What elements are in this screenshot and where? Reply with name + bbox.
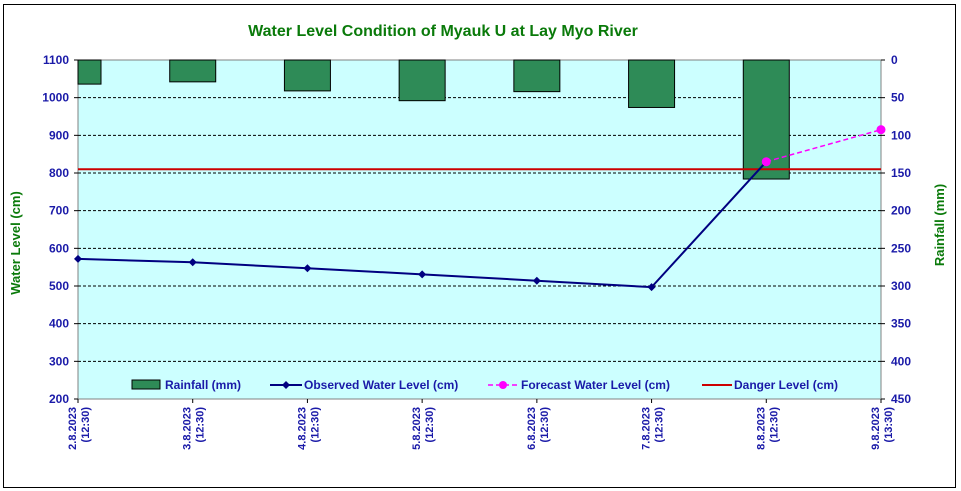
y-tick-label: 200: [49, 392, 69, 406]
rainfall-bar: [628, 59, 676, 108]
legend-label-rainfall: Rainfall (mm): [165, 378, 241, 392]
legend-marker-observed: [282, 381, 290, 389]
y-tick-label: 1100: [43, 53, 69, 67]
y2-tick-label: 150: [891, 166, 911, 180]
observed-point: [418, 270, 427, 279]
x-tick-label-date: 7.8.2023: [641, 407, 653, 450]
legend: Rainfall (mm) Observed Water Level (cm) Fo…: [131, 378, 838, 392]
y-tick-label: 600: [49, 241, 69, 255]
y-tick-label: 400: [49, 317, 69, 331]
y-axis-label: Water Level (cm): [8, 191, 23, 295]
forecast-point: [876, 125, 886, 135]
x-tick-label-date: 3.8.2023: [182, 407, 194, 450]
legend-marker-forecast: [499, 381, 507, 389]
y2-tick-label: 450: [891, 392, 911, 406]
x-tick-label-time: (13:30): [883, 407, 895, 443]
left-axis-ticks: 200 300 400 500 600 700 800 900 1000 1100: [42, 53, 78, 406]
rainfall-bar: [283, 59, 331, 92]
x-tick-label-date: 6.8.2023: [526, 407, 538, 450]
y2-tick-label: 50: [891, 91, 905, 105]
rainfall-bar: [77, 59, 102, 85]
x-tick-label-date: 8.8.2023: [755, 407, 767, 450]
forecast-point: [761, 157, 771, 167]
y-tick-label: 800: [49, 166, 69, 180]
y2-tick-label: 250: [891, 241, 911, 255]
observed-point: [188, 258, 197, 267]
legend-label-danger: Danger Level (cm): [734, 378, 838, 392]
observed-point: [303, 264, 312, 273]
legend-key-rainfall: [131, 379, 161, 390]
y2-tick-label: 200: [891, 204, 911, 218]
y-tick-label: 1000: [42, 91, 69, 105]
legend-label-observed: Observed Water Level (cm): [304, 378, 458, 392]
y2-tick-label: 350: [891, 317, 911, 331]
y-tick-label: 500: [49, 279, 69, 293]
x-tick-label-date: 2.8.2023: [67, 407, 79, 450]
x-tick-label-time: (12:30): [424, 407, 436, 443]
x-tick-label-time: (12:30): [195, 407, 207, 443]
rainfall-bar: [169, 59, 217, 83]
x-tick-label-time: (12:30): [768, 407, 780, 443]
chart-title: Water Level Condition of Myauk U at Lay …: [248, 23, 638, 40]
y-tick-label: 300: [49, 354, 69, 368]
x-tick-label-date: 9.8.2023: [870, 407, 882, 450]
water-level-lines: [74, 125, 886, 292]
y2-tick-label: 400: [891, 354, 911, 368]
x-axis-ticks: 2.8.2023 (12:30) 3.8.2023 (12:30) 4.8.2023 (1…: [67, 399, 895, 450]
observed-point: [532, 276, 541, 285]
forecast-line: [766, 128, 882, 163]
x-tick-label-time: (12:30): [654, 407, 666, 443]
y2-tick-label: 100: [891, 128, 911, 142]
rainfall-bar: [513, 59, 561, 93]
right-axis-ticks: 0 50 100 150 200 250 300 350 400 450: [881, 53, 911, 406]
x-tick-label-date: 5.8.2023: [411, 407, 423, 450]
x-tick-label-time: (12:30): [539, 407, 551, 443]
rainfall-bars: [77, 59, 790, 180]
x-tick-label-date: 4.8.2023: [296, 407, 308, 450]
x-tick-label-time: (12:30): [309, 407, 321, 443]
y2-tick-label: 300: [891, 279, 911, 293]
x-tick-label-time: (12:30): [80, 407, 92, 443]
y-tick-label: 900: [49, 128, 69, 142]
y2-tick-label: 0: [891, 53, 898, 67]
y2-axis-label: Rainfall (mm): [932, 184, 947, 266]
legend-label-forecast: Forecast Water Level (cm): [521, 378, 670, 392]
rainfall-bar: [398, 59, 446, 102]
observed-point: [647, 283, 656, 292]
gridlines: [78, 97, 881, 362]
observed-point: [74, 254, 82, 263]
y-tick-label: 700: [49, 204, 69, 218]
